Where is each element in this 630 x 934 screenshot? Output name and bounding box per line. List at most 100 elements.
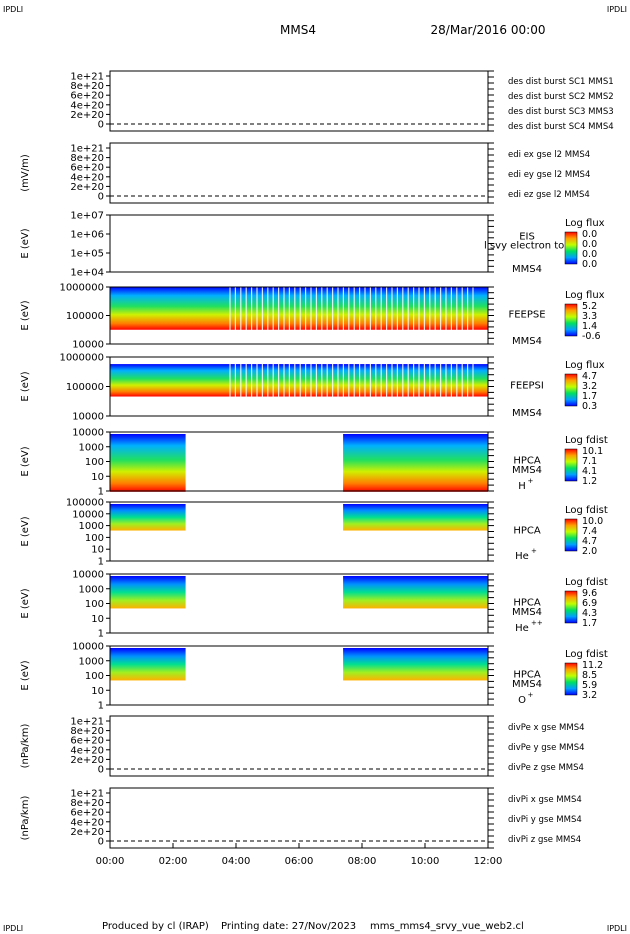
colorbar-tick-label: 0.0	[582, 239, 597, 250]
colorbar-tick-label: -0.6	[582, 331, 601, 342]
colorbar-tick-label: 0.0	[582, 259, 597, 270]
y-tick-label: 2e+20	[70, 182, 104, 193]
spacecraft-title: MMS4	[280, 23, 316, 37]
colorbar-tick-label: 2.0	[582, 546, 597, 557]
y-tick-label: 8e+20	[70, 81, 104, 92]
y-tick-label: 1e+21	[70, 789, 104, 800]
colorbar	[564, 373, 578, 407]
colorbar-label: Log flux	[565, 218, 605, 229]
colorbar-tick-label: 5.2	[582, 301, 597, 312]
y-tick-label: 100000	[66, 498, 104, 509]
colorbar-tick-label: 1.7	[582, 391, 597, 402]
y-tick-label: 10	[91, 686, 104, 697]
species-charge-label: +	[528, 477, 534, 485]
colorbar-tick-label: 3.2	[582, 381, 597, 392]
panel-frame	[109, 715, 489, 777]
y-tick-label: 10000	[72, 412, 104, 423]
y-tick-label: 100	[85, 533, 104, 544]
panel-feeps-e: 1000000 100000 10000 E (eV) FEEPSE MMS4 Log fl…	[20, 283, 605, 351]
spectrogram-fill	[110, 504, 186, 531]
y-tick-label: 100000	[66, 311, 104, 322]
colorbar-label: Log fdist	[565, 505, 608, 516]
legend-entry: des dist burst SC4 MMS4	[508, 122, 614, 132]
y-tick-label: 1000000	[59, 283, 104, 294]
y-tick-label: 2e+20	[70, 755, 104, 766]
y-tick-label: 1e+04	[70, 268, 104, 279]
colorbar-tick-label: 7.1	[582, 456, 597, 467]
y-axis-label: (nPa/km)	[20, 724, 31, 769]
colorbar-tick-label: 0.0	[582, 229, 597, 240]
colorbar-tick-label: 1.4	[582, 321, 597, 332]
y-axis-label: E (eV)	[20, 446, 31, 476]
footer-file: mms_mms4_srvy_vue_web2.cl	[370, 921, 524, 932]
legend-entry: divPi z gse MMS4	[508, 835, 581, 845]
y-tick-label: 1000	[79, 521, 104, 532]
y-tick-label: 10000	[72, 509, 104, 520]
instrument-label: HPCA	[513, 526, 541, 537]
instrument-label: HPCA	[513, 598, 541, 609]
y-tick-label: 4e+20	[70, 100, 104, 111]
y-tick-label: 4e+20	[70, 745, 104, 756]
colorbar	[564, 590, 578, 624]
colorbar-tick-label: 0.0	[582, 249, 597, 260]
y-axis-label: E (eV)	[20, 371, 31, 401]
colorbar	[564, 662, 578, 696]
y-tick-label: 6e+20	[70, 163, 104, 174]
colorbar-tick-label: 4.7	[582, 536, 597, 547]
x-tick-label: 02:00	[159, 856, 188, 867]
y-tick-label: 0	[98, 837, 104, 848]
legend-entry: des dist burst SC1 MMS1	[508, 77, 614, 87]
y-tick-label: 1e+07	[70, 211, 104, 222]
y-tick-label: 1e+05	[70, 249, 104, 260]
footer-printing-date: Printing date: 27/Nov/2023	[221, 921, 356, 932]
colorbar-label: Log fdist	[565, 649, 608, 660]
legend-entry: divPi x gse MMS4	[508, 795, 582, 805]
colorbar-tick-label: 4.1	[582, 466, 597, 477]
x-tick-label: 12:00	[474, 856, 503, 867]
y-tick-label: 6e+20	[70, 808, 104, 819]
species-charge-label: +	[531, 547, 537, 555]
colorbar-label: Log flux	[565, 360, 605, 371]
legend-entry: divPe y gse MMS4	[508, 743, 585, 753]
instrument-label: FEEPSE	[508, 310, 545, 321]
corner-label-bottom-right: IPDLI	[607, 924, 627, 933]
instrument-label: HPCA	[513, 456, 541, 467]
time-axis: 00:00 02:00 04:00 06:00 08:00 10:00 12:00	[96, 843, 503, 867]
x-tick-label: 08:00	[348, 856, 377, 867]
y-tick-label: 10000	[72, 340, 104, 351]
y-tick-label: 1e+21	[70, 72, 104, 83]
y-tick-label: 8e+20	[70, 726, 104, 737]
y-tick-label: 1000000	[59, 353, 104, 364]
colorbar-tick-label: 3.2	[582, 690, 597, 701]
y-tick-label: 10000	[72, 428, 104, 439]
spectrogram-fill	[343, 504, 488, 531]
colorbar-tick-label: 10.0	[582, 516, 603, 527]
colorbar-tick-label: 4.3	[582, 608, 597, 619]
colorbar-tick-label: 11.2	[582, 660, 603, 671]
legend-entry: divPe x gse MMS4	[508, 723, 585, 733]
corner-label-bottom-left: IPDLI	[3, 924, 23, 933]
y-tick-label: 6e+20	[70, 91, 104, 102]
colorbar-tick-label: 8.5	[582, 670, 597, 681]
y-tick-label: 0	[98, 120, 104, 131]
date-title: 28/Mar/2016 00:00	[431, 23, 546, 37]
y-tick-label: 6e+20	[70, 736, 104, 747]
y-tick-label: 1000	[79, 442, 104, 453]
species-charge-label: +	[528, 691, 534, 699]
y-tick-label: 100	[85, 457, 104, 468]
spacecraft-label: MMS4	[512, 264, 542, 275]
colorbar-tick-label: 5.9	[582, 680, 597, 691]
legend-entry: edi ex gse l2 MMS4	[508, 150, 590, 160]
legend-entry: des dist burst SC2 MMS2	[508, 92, 614, 102]
footer-produced-by: Produced by cl (IRAP)	[102, 921, 209, 932]
corner-label-top-right: IPDLI	[607, 5, 627, 14]
colorbar	[564, 448, 578, 482]
y-tick-label: 8e+20	[70, 798, 104, 809]
